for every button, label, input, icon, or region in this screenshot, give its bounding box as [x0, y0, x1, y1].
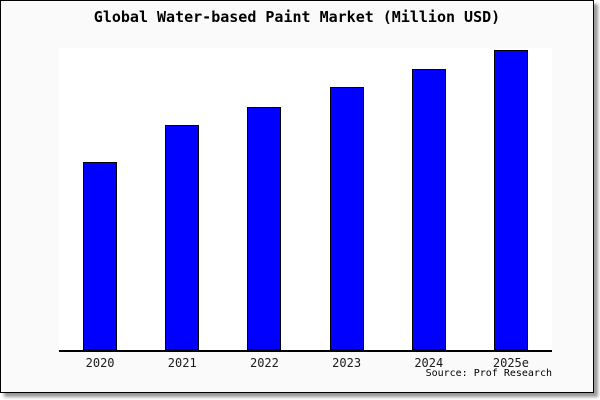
chart-title: Global Water-based Paint Market (Million…	[93, 8, 501, 26]
x-tick-label: 2025e	[492, 356, 529, 370]
source-credit: Source: Prof Research	[425, 368, 552, 379]
bar-2025e	[493, 49, 528, 350]
x-ticks-row: 2020 2021 2022 2023 2024 2025e	[59, 356, 552, 370]
bar-2020	[83, 161, 118, 350]
plot-area	[59, 48, 552, 352]
bar-slot	[59, 48, 141, 350]
bar-2021	[165, 124, 200, 350]
x-tick-label: 2024	[414, 356, 444, 370]
chart-card: Global Water-based Paint Market (Million…	[0, 0, 594, 393]
bar-slot	[388, 48, 470, 350]
bar-2023	[329, 86, 364, 350]
x-tick-label: 2020	[85, 356, 115, 370]
bar-slot	[223, 48, 305, 350]
x-tick-label: 2022	[249, 356, 279, 370]
bar-2022	[247, 106, 282, 350]
x-tick-label: 2023	[332, 356, 362, 370]
bar-slot	[470, 48, 552, 350]
bar-slot	[306, 48, 388, 350]
bar-slot	[141, 48, 223, 350]
x-tick-label: 2021	[167, 356, 197, 370]
bar-2024	[411, 68, 446, 350]
bars-row	[59, 48, 552, 350]
